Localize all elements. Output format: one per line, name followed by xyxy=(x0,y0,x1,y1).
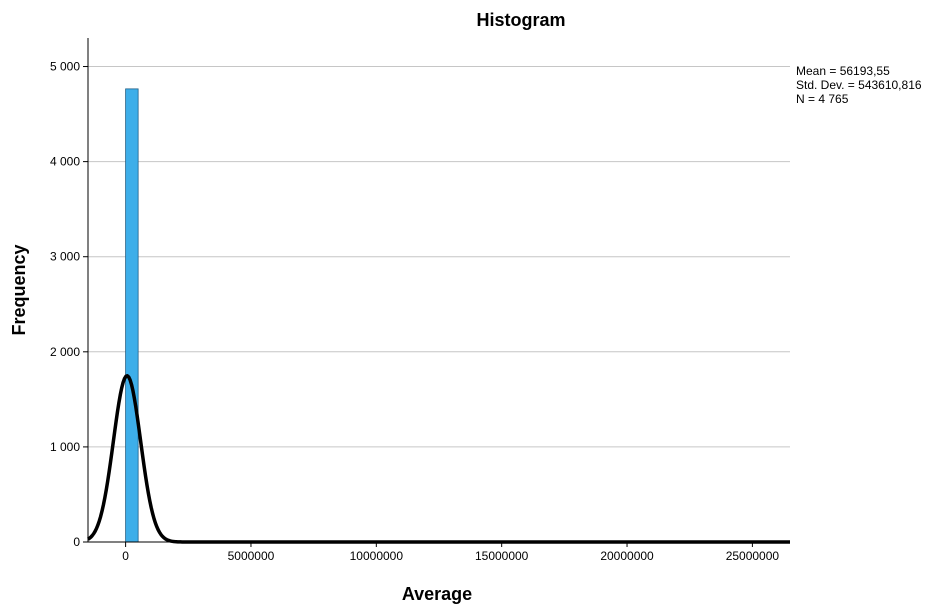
x-axis-title: Average xyxy=(402,584,472,604)
histogram-bar-0 xyxy=(125,88,139,543)
x-tick-label-2: 10000000 xyxy=(350,549,404,563)
gridlines xyxy=(88,66,790,448)
stats-mean: Mean = 56193,55 xyxy=(796,64,890,78)
y-tick-label-1: 1 000 xyxy=(50,440,80,454)
x-tick-label-1: 5000000 xyxy=(228,549,275,563)
stats-n: N = 4 765 xyxy=(796,92,849,106)
y-tick-label-2: 2 000 xyxy=(50,345,80,359)
x-tick-labels: 0 5000000 10000000 15000000 20000000 25000000 xyxy=(122,542,779,563)
y-tick-label-0: 0 xyxy=(73,535,80,549)
y-axis-title: Frequency xyxy=(9,244,29,335)
normal-curve xyxy=(87,374,791,544)
y-tick-label-4: 4 000 xyxy=(50,155,80,169)
bars xyxy=(125,88,139,543)
y-tick-labels: 0 1 000 2 000 3 000 4 000 5 000 xyxy=(50,60,88,549)
y-tick-label-3: 3 000 xyxy=(50,250,80,264)
stats-std-dev: Std. Dev. = 543610,816 xyxy=(796,78,922,92)
chart-title: Histogram xyxy=(476,10,565,30)
x-tick-label-3: 15000000 xyxy=(475,549,529,563)
y-tick-label-5: 5 000 xyxy=(50,60,80,74)
x-tick-label-4: 20000000 xyxy=(600,549,654,563)
normal-curve-line xyxy=(87,374,791,544)
x-tick-label-0: 0 xyxy=(122,549,129,563)
stats-box: Mean = 56193,55 Std. Dev. = 543610,816 N… xyxy=(796,64,922,106)
x-tick-label-5: 25000000 xyxy=(726,549,780,563)
